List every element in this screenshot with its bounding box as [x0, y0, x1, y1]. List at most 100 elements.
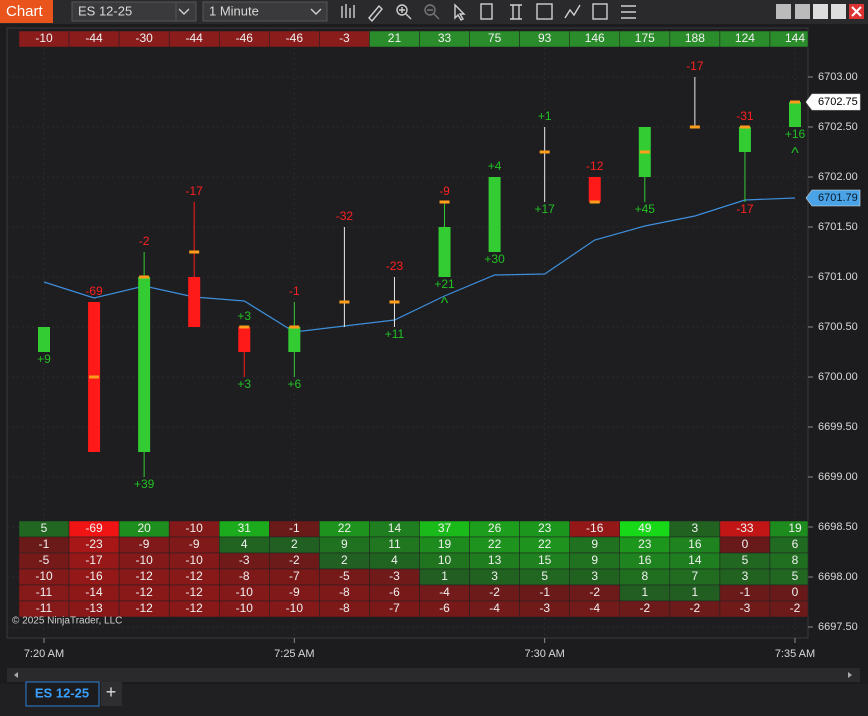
candle-body — [138, 277, 151, 452]
footprint-value: -10 — [236, 601, 254, 615]
dropdown-arrow — [178, 8, 190, 15]
footprint-value: 1 — [441, 569, 448, 583]
poc-mark — [239, 325, 250, 329]
poc-mark — [339, 300, 350, 304]
footprint-value: 9 — [591, 553, 598, 567]
footprint-cell — [769, 536, 809, 554]
strategy-icon[interactable] — [536, 3, 553, 20]
scrollbar[interactable] — [7, 668, 860, 682]
candle-body — [789, 102, 801, 127]
template-icon[interactable] — [592, 3, 608, 20]
footprint-value: -10 — [236, 585, 254, 599]
y-tick-label: 6699.00 — [818, 471, 858, 483]
footprint-value: 10 — [438, 553, 452, 567]
delta-value: 188 — [685, 31, 705, 45]
footprint-value: 11 — [388, 537, 401, 551]
footprint-cell — [769, 600, 809, 618]
y-tick-label: 6701.00 — [818, 271, 858, 283]
signal: ^ — [791, 145, 799, 162]
footprint-value: -3 — [740, 601, 751, 615]
y-tick-label: 6703.00 — [818, 71, 858, 83]
poc-mark — [739, 125, 750, 129]
footprint-value: -2 — [790, 601, 801, 615]
footprint-value: 15 — [538, 553, 552, 567]
poc-mark — [289, 325, 300, 329]
add-tab-bg[interactable] — [101, 682, 122, 706]
footprint-value: 16 — [638, 553, 652, 567]
footprint-value: -1 — [740, 585, 751, 599]
footprint-value: -6 — [439, 601, 450, 615]
delta-value: 33 — [438, 31, 452, 45]
delta-value: -10 — [35, 31, 53, 45]
footprint-value: 14 — [388, 521, 402, 535]
footprint-value: -3 — [539, 601, 550, 615]
copyright: © 2025 NinjaTrader, LLC — [12, 616, 122, 627]
delta-below: +11 — [385, 327, 405, 341]
pointer-icon[interactable] — [454, 3, 466, 21]
footprint-value: 5 — [541, 569, 548, 583]
tab-label[interactable]: ES 12-25 — [35, 685, 89, 700]
indicator-icon[interactable] — [510, 4, 522, 20]
footprint-value: -10 — [286, 601, 304, 615]
bars-icon[interactable] — [341, 4, 355, 18]
footprint-value: -2 — [289, 553, 300, 567]
line-icon[interactable] — [564, 4, 581, 19]
footprint-value: -4 — [489, 601, 500, 615]
footprint-value: 3 — [742, 569, 749, 583]
footprint-value: -16 — [85, 569, 103, 583]
footprint-value: -13 — [85, 601, 103, 615]
footprint-value: 5 — [742, 553, 749, 567]
price-marker-label: 6701.79 — [818, 192, 858, 204]
tab[interactable] — [25, 681, 100, 707]
footprint-value: -69 — [85, 521, 103, 535]
footprint-value: -1 — [39, 537, 50, 551]
delta-value: -3 — [339, 31, 350, 45]
candle-body — [188, 277, 201, 327]
candle-body — [38, 327, 50, 352]
draw-icon[interactable] — [368, 4, 383, 23]
maximize-button[interactable] — [831, 4, 846, 19]
menu-icon[interactable] — [621, 5, 636, 19]
close-icon — [851, 6, 862, 17]
toolbar-icons[interactable] — [341, 3, 636, 23]
delta-value: 146 — [585, 31, 605, 45]
poc-mark — [439, 200, 450, 204]
footprint-value: -12 — [135, 569, 153, 583]
interval-text: 1 Minute — [209, 3, 259, 18]
footprint-value: -23 — [85, 537, 103, 551]
window-button[interactable] — [776, 4, 791, 19]
footprint-value: 1 — [692, 585, 699, 599]
y-tick-label: 6702.00 — [818, 171, 858, 183]
delta-below: +6 — [287, 377, 301, 391]
x-tick-label: 7:30 AM — [524, 648, 564, 660]
interval-select[interactable] — [202, 1, 328, 22]
delta-value: 93 — [538, 31, 552, 45]
zoom-in-icon[interactable] — [399, 7, 412, 20]
footprint-value: -7 — [289, 569, 300, 583]
minimize-button[interactable] — [813, 4, 828, 19]
footprint-cell — [769, 584, 809, 602]
chart-label-bg — [0, 0, 53, 23]
window-button[interactable] — [795, 4, 810, 19]
poc-mark — [639, 150, 650, 154]
delta-above: -32 — [336, 209, 354, 223]
add-tab[interactable]: + — [106, 682, 117, 702]
signal: ^ — [441, 295, 449, 312]
properties-icon[interactable] — [480, 3, 493, 20]
footprint-value: 7 — [692, 569, 699, 583]
delta-value: 21 — [388, 31, 402, 45]
delta-above: -2 — [139, 234, 150, 248]
footprint-value: 4 — [241, 537, 248, 551]
footprint-value: 8 — [641, 569, 648, 583]
footprint-value: 0 — [792, 585, 799, 599]
footprint-value: -8 — [339, 585, 350, 599]
instrument-select[interactable] — [71, 1, 197, 22]
footprint-value: 1 — [641, 585, 648, 599]
dropdown-arrow — [310, 8, 322, 15]
zoom-out-icon[interactable] — [427, 9, 440, 20]
zoom-in-icon[interactable] — [396, 4, 408, 16]
footprint-value: 2 — [341, 553, 348, 567]
delta-value: 175 — [635, 31, 655, 45]
footprint-value: -14 — [85, 585, 103, 599]
zoom-out-icon[interactable] — [424, 4, 436, 16]
